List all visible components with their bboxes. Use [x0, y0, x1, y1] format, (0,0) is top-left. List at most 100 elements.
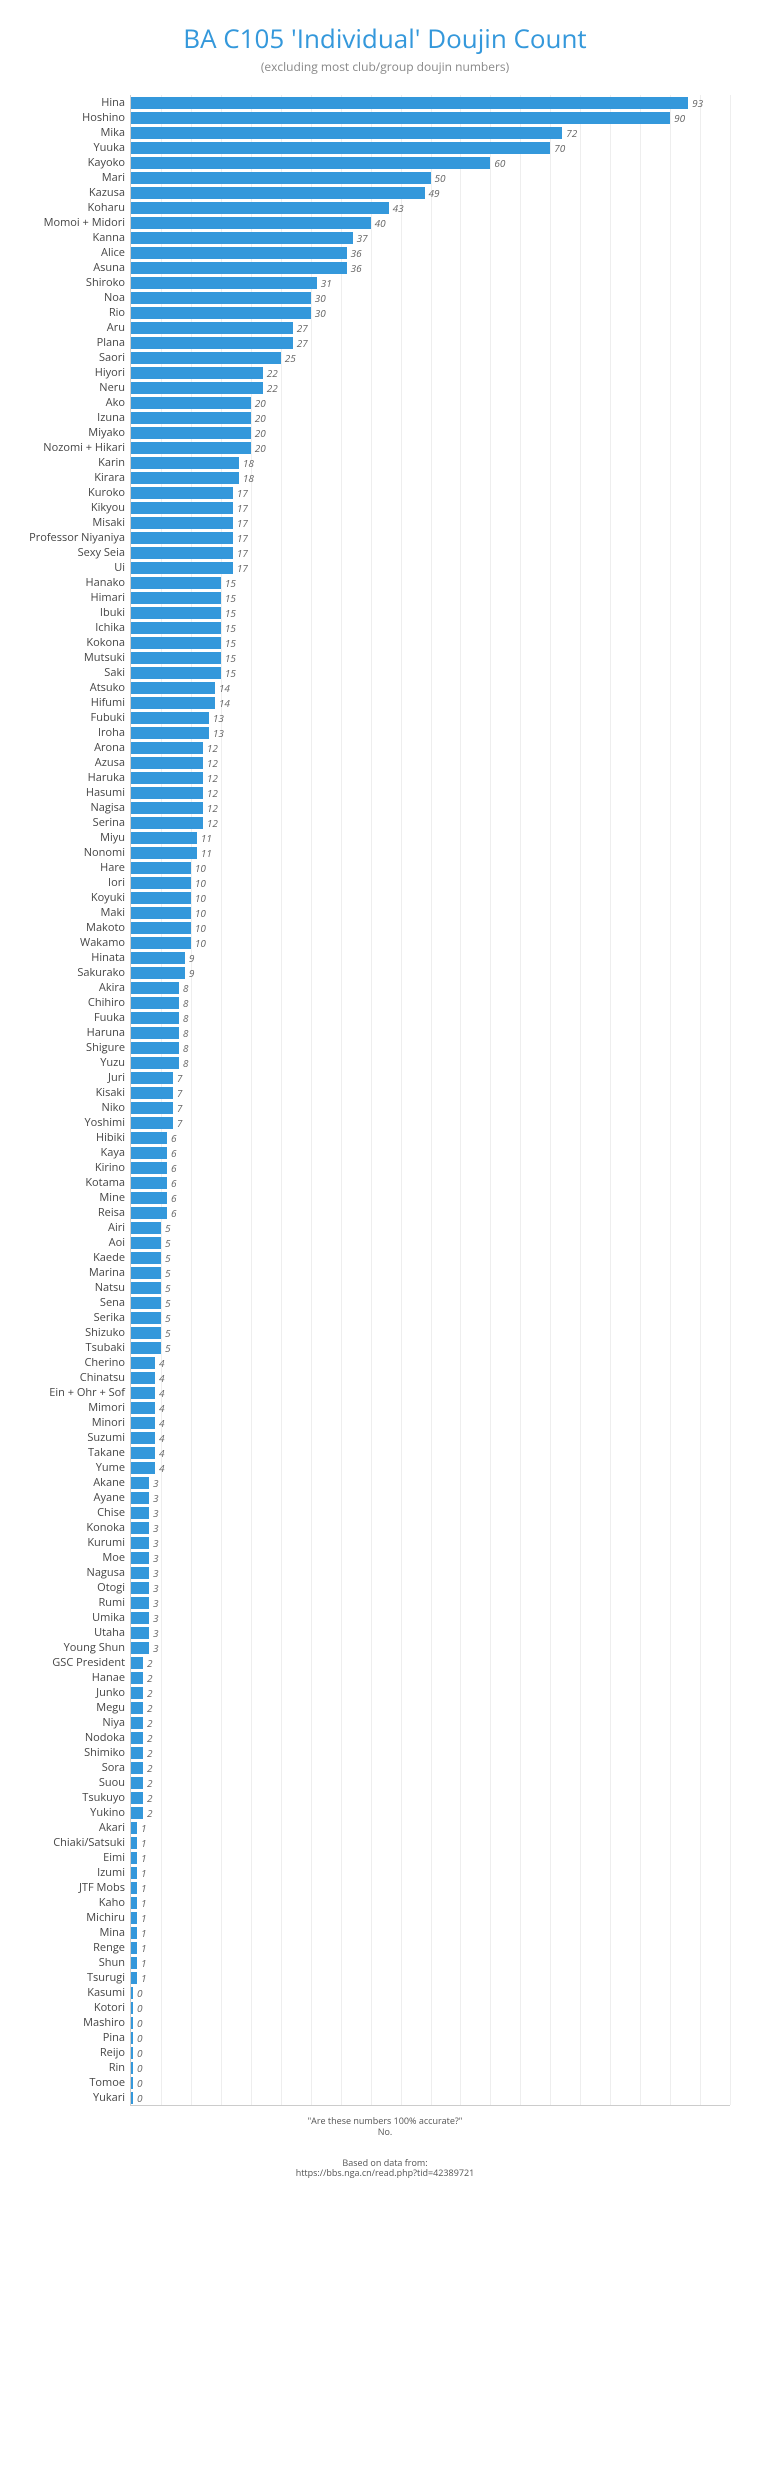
bar-row: Tomoe0 [131, 2075, 730, 2090]
value-label: 7 [173, 1072, 183, 1084]
bar [131, 1792, 143, 1804]
bar [131, 592, 221, 604]
bar-row: Tsubaki5 [131, 1340, 730, 1355]
bar [131, 1282, 161, 1294]
y-axis-label: Mutsuki [84, 650, 131, 665]
chart-subtitle: (excluding most club/group doujin number… [10, 58, 760, 75]
value-label: 15 [221, 637, 236, 649]
bar [131, 1537, 149, 1549]
value-label: 4 [155, 1372, 165, 1384]
bar [131, 742, 203, 754]
bar-row: Shun1 [131, 1955, 730, 1970]
value-label: 10 [191, 862, 206, 874]
bar [131, 427, 251, 439]
y-axis-label: Ayane [93, 1490, 131, 1505]
y-axis-label: Kirara [94, 470, 131, 485]
bar [131, 532, 233, 544]
y-axis-label: Kokona [86, 635, 131, 650]
bar-row: Nozomi + Hikari20 [131, 440, 730, 455]
y-axis-label: Kanna [93, 230, 131, 245]
bar-row: Nonomi11 [131, 845, 730, 860]
value-label: 27 [293, 337, 308, 349]
bar-row: Nagisa12 [131, 800, 730, 815]
footer-source: Based on data from: https://bbs.nga.cn/r… [10, 2158, 760, 2180]
y-axis-label: Eimi [103, 1850, 131, 1865]
y-axis-label: Rin [109, 2060, 131, 2075]
bar-row: Mika72 [131, 125, 730, 140]
bar [131, 412, 251, 424]
bar [131, 457, 239, 469]
y-axis-label: Reisa [98, 1205, 131, 1220]
value-label: 11 [197, 847, 212, 859]
bar-row: Juri7 [131, 1070, 730, 1085]
bar [131, 1642, 149, 1654]
value-label: 3 [149, 1552, 159, 1564]
bar [131, 787, 203, 799]
bar-row: Michiru1 [131, 1910, 730, 1925]
y-axis-label: Airi [108, 1220, 131, 1235]
bar-row: Plana27 [131, 335, 730, 350]
value-label: 17 [233, 487, 248, 499]
bar [131, 1672, 143, 1684]
bar [131, 307, 311, 319]
bar-row: Junko2 [131, 1685, 730, 1700]
y-axis-label: Haruna [87, 1025, 131, 1040]
y-axis-label: Aru [107, 320, 131, 335]
value-label: 5 [161, 1237, 171, 1249]
bar-row: Suou2 [131, 1775, 730, 1790]
bar-row: Otogi3 [131, 1580, 730, 1595]
bar [131, 757, 203, 769]
value-label: 5 [161, 1297, 171, 1309]
bar-row: Ayane3 [131, 1490, 730, 1505]
value-label: 7 [173, 1102, 183, 1114]
bar-row: Eimi1 [131, 1850, 730, 1865]
bar [131, 637, 221, 649]
bar-row: Miyako20 [131, 425, 730, 440]
y-axis-label: Kotama [85, 1175, 131, 1190]
value-label: 13 [209, 712, 224, 724]
bar-row: Sakurako9 [131, 965, 730, 980]
bar-row: Yoshimi7 [131, 1115, 730, 1130]
value-label: 36 [347, 262, 362, 274]
bar-row: Maki10 [131, 905, 730, 920]
value-label: 22 [263, 367, 278, 379]
value-label: 14 [215, 697, 230, 709]
value-label: 13 [209, 727, 224, 739]
value-label: 4 [155, 1462, 165, 1474]
value-label: 18 [239, 457, 254, 469]
bar [131, 892, 191, 904]
value-label: 8 [179, 982, 189, 994]
bar-row: Saori25 [131, 350, 730, 365]
y-axis-label: Hina [101, 95, 131, 110]
value-label: 90 [670, 112, 685, 124]
bar [131, 1132, 167, 1144]
value-label: 3 [149, 1627, 159, 1639]
y-axis-label: Tsubaki [86, 1340, 131, 1355]
value-label: 4 [155, 1417, 165, 1429]
value-label: 3 [149, 1567, 159, 1579]
value-label: 3 [149, 1612, 159, 1624]
value-label: 5 [161, 1327, 171, 1339]
value-label: 0 [133, 2062, 143, 2074]
bar [131, 1492, 149, 1504]
bar-row: Haruna8 [131, 1025, 730, 1040]
value-label: 8 [179, 1057, 189, 1069]
y-axis-label: Izumi [97, 1865, 131, 1880]
bar [131, 832, 197, 844]
value-label: 20 [251, 427, 266, 439]
bar-row: Reijo0 [131, 2045, 730, 2060]
bar [131, 1777, 143, 1789]
y-axis-label: Tsukuyo [82, 1790, 131, 1805]
value-label: 5 [161, 1312, 171, 1324]
bar-row: Sexy Seia17 [131, 545, 730, 560]
bar [131, 1597, 149, 1609]
y-axis-label: Akira [99, 980, 131, 995]
value-label: 1 [137, 1957, 147, 1969]
bar [131, 1072, 173, 1084]
y-axis-label: Saori [99, 350, 131, 365]
bar-row: Iroha13 [131, 725, 730, 740]
value-label: 3 [149, 1477, 159, 1489]
bar-row: Misaki17 [131, 515, 730, 530]
bar-row: Renge1 [131, 1940, 730, 1955]
bar-row: Hanako15 [131, 575, 730, 590]
